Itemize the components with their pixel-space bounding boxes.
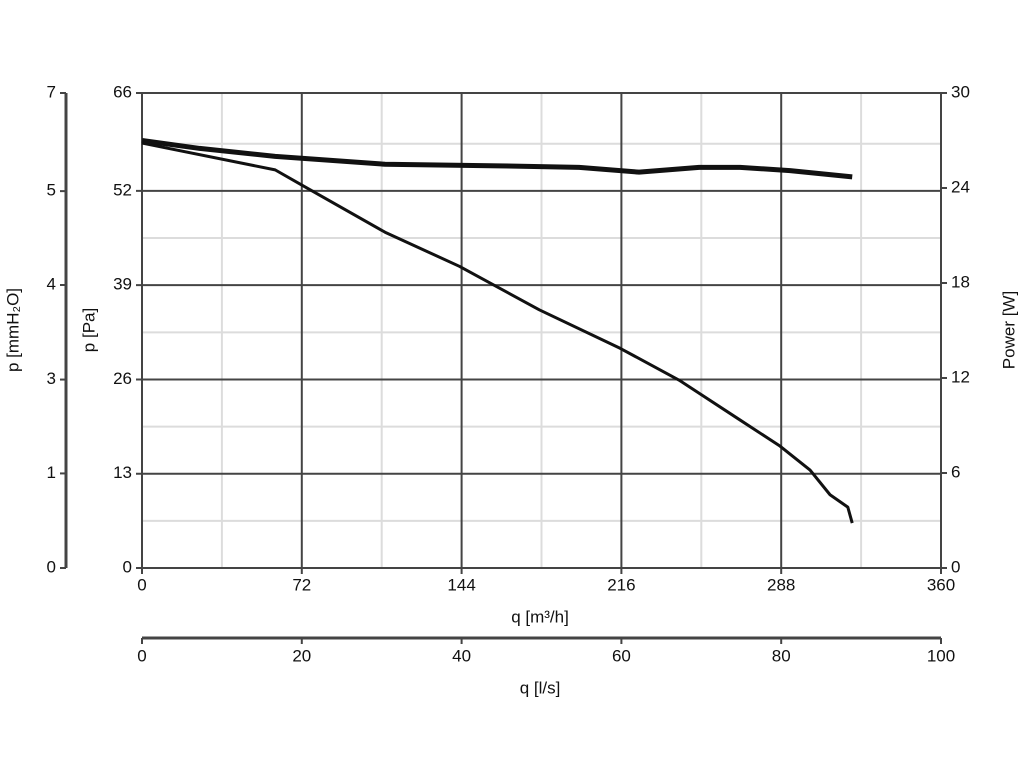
x-tick-label: 72 [292, 575, 311, 594]
data-line [141, 141, 854, 524]
y-tick-label: 66 [113, 82, 132, 101]
y3-tick-label: 0 [47, 557, 56, 576]
x2-tick-label: 80 [772, 646, 791, 665]
y-tick-label: 13 [113, 463, 132, 482]
y3-tick-label: 4 [47, 274, 56, 293]
y2-tick-label: 18 [951, 272, 970, 291]
y2-tick-label: 30 [951, 82, 970, 101]
y3-tick-label: 7 [47, 82, 56, 101]
x2-tick-label: 60 [612, 646, 631, 665]
x2-tick-label: 40 [452, 646, 471, 665]
y3-tick-label: 5 [47, 181, 56, 200]
x-tick-label: 360 [927, 575, 955, 594]
plot-frame [141, 92, 942, 569]
y2-tick-label: 6 [951, 462, 960, 481]
y-tick-label: 0 [123, 557, 132, 576]
y3-axis-label: p [mmH₂O] [3, 288, 22, 372]
x2-tick-label: 20 [292, 646, 311, 665]
x-axis-label: q [m³/h] [511, 607, 569, 626]
y2-tick-label: 12 [951, 367, 970, 386]
y3-tick-label: 3 [47, 369, 56, 388]
y-tick-label: 39 [113, 275, 132, 294]
x-tick-label: 288 [767, 575, 795, 594]
data-line [141, 138, 853, 180]
y-axis-label: p [Pa] [79, 308, 98, 352]
y3-tick-label: 1 [47, 463, 56, 482]
x-tick-label: 216 [607, 575, 635, 594]
x-tick-label: 0 [137, 575, 146, 594]
x2-axis-label: q [l/s] [520, 678, 561, 697]
y2-axis-label: Power [W] [999, 291, 1018, 369]
x2-tick-label: 0 [137, 646, 146, 665]
x-tick-label: 144 [447, 575, 475, 594]
x2-tick-label: 100 [927, 646, 955, 665]
y-tick-label: 26 [113, 369, 132, 388]
y-tick-label: 52 [113, 180, 132, 199]
y2-tick-label: 0 [951, 557, 960, 576]
y2-tick-label: 24 [951, 177, 970, 196]
